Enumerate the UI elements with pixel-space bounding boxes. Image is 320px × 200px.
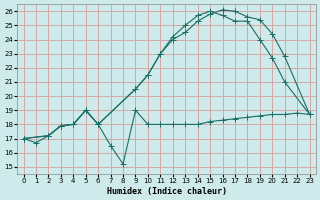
X-axis label: Humidex (Indice chaleur): Humidex (Indice chaleur) (107, 187, 227, 196)
